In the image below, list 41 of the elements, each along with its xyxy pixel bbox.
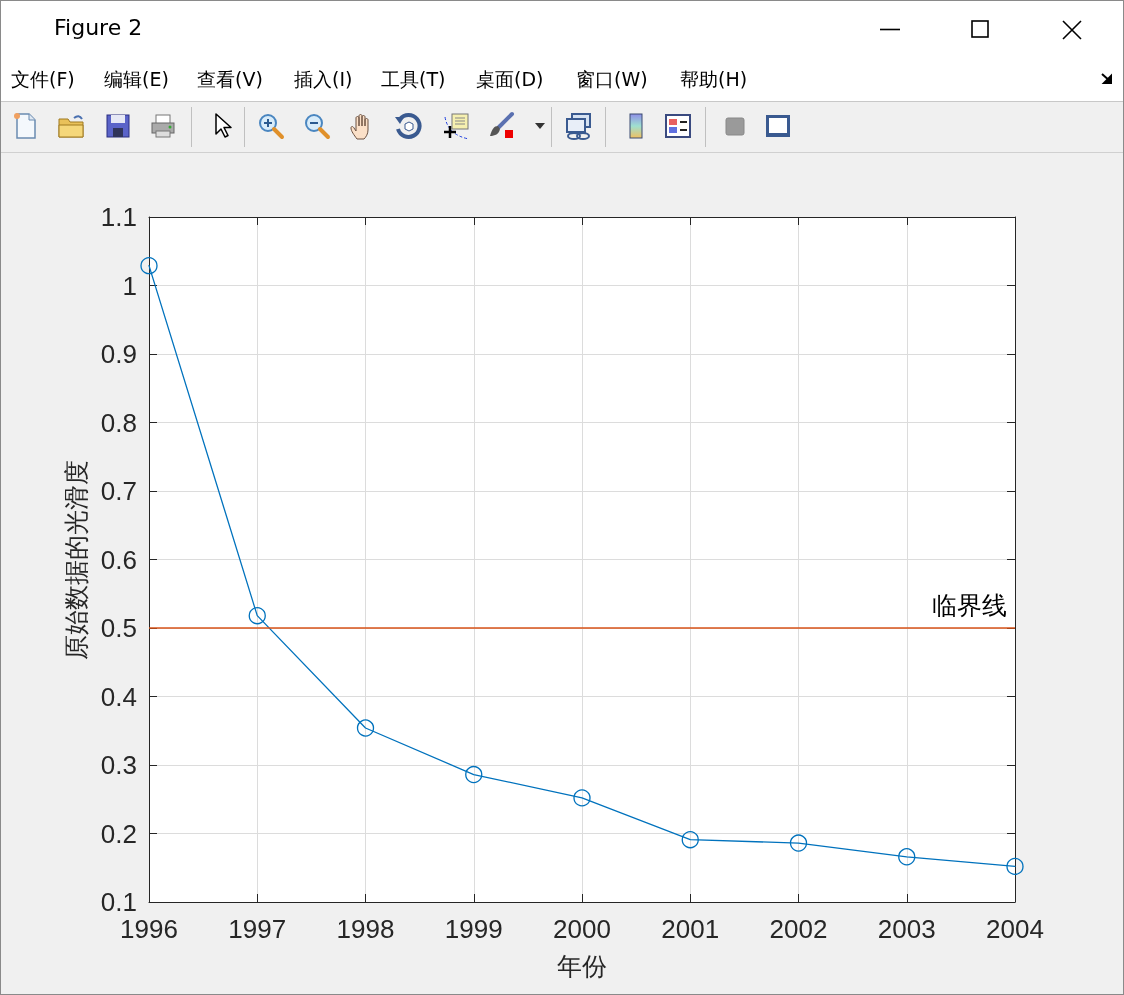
x-tick-label: 1997 bbox=[228, 914, 287, 944]
menu-item: 桌面(D) bbox=[476, 67, 544, 92]
menu-item: 帮助(H) bbox=[680, 67, 748, 92]
point bbox=[356, 719, 375, 737]
x-tick-label: 2000 bbox=[553, 914, 611, 944]
y-tick-label: 1 bbox=[122, 270, 137, 301]
window-title: Figure 2 bbox=[54, 15, 143, 40]
menu-item: 编辑(E) bbox=[104, 67, 169, 92]
point bbox=[898, 848, 916, 866]
menu-item: 工具(T) bbox=[381, 67, 446, 92]
ref-line-label: 临界线 bbox=[932, 592, 1007, 619]
point bbox=[248, 607, 266, 625]
point bbox=[465, 765, 483, 784]
point bbox=[573, 789, 591, 807]
x-axis-title: 年份 bbox=[557, 953, 607, 980]
x-tick-label: 2004 bbox=[986, 914, 1044, 944]
menu-item: 查看(V) bbox=[197, 67, 263, 92]
menu-item: 插入(I) bbox=[294, 67, 353, 92]
x-tick-label: 1998 bbox=[336, 914, 395, 944]
y-tick-label: 1.1 bbox=[100, 202, 137, 232]
y-tick-label: 0.1 bbox=[100, 887, 137, 917]
y-tick-label: 0.9 bbox=[100, 339, 137, 369]
y-tick-label: 0.3 bbox=[100, 750, 137, 780]
y-tick-label: 0.8 bbox=[100, 407, 137, 438]
point bbox=[681, 831, 699, 849]
point bbox=[789, 834, 808, 852]
x-tick-label: 2003 bbox=[877, 914, 936, 944]
menu-item: 窗口(W) bbox=[576, 67, 648, 92]
y-axis-title: 原始数据的光滑度 bbox=[63, 459, 90, 660]
x-tick-label: 2001 bbox=[661, 914, 720, 944]
x-tick-label: 2002 bbox=[769, 914, 828, 944]
y-tick-label: 0.4 bbox=[100, 681, 137, 712]
y-tick-label: 0.7 bbox=[100, 476, 137, 506]
menu-item: 文件(F) bbox=[11, 67, 75, 92]
y-tick-label: 0.2 bbox=[100, 818, 137, 849]
x-tick-label: 1999 bbox=[444, 914, 503, 944]
point bbox=[140, 256, 158, 275]
y-tick-label: 0.5 bbox=[100, 613, 137, 643]
y-tick-label: 0.6 bbox=[100, 544, 137, 575]
point bbox=[1006, 857, 1024, 876]
x-tick-label: 1996 bbox=[120, 914, 178, 944]
